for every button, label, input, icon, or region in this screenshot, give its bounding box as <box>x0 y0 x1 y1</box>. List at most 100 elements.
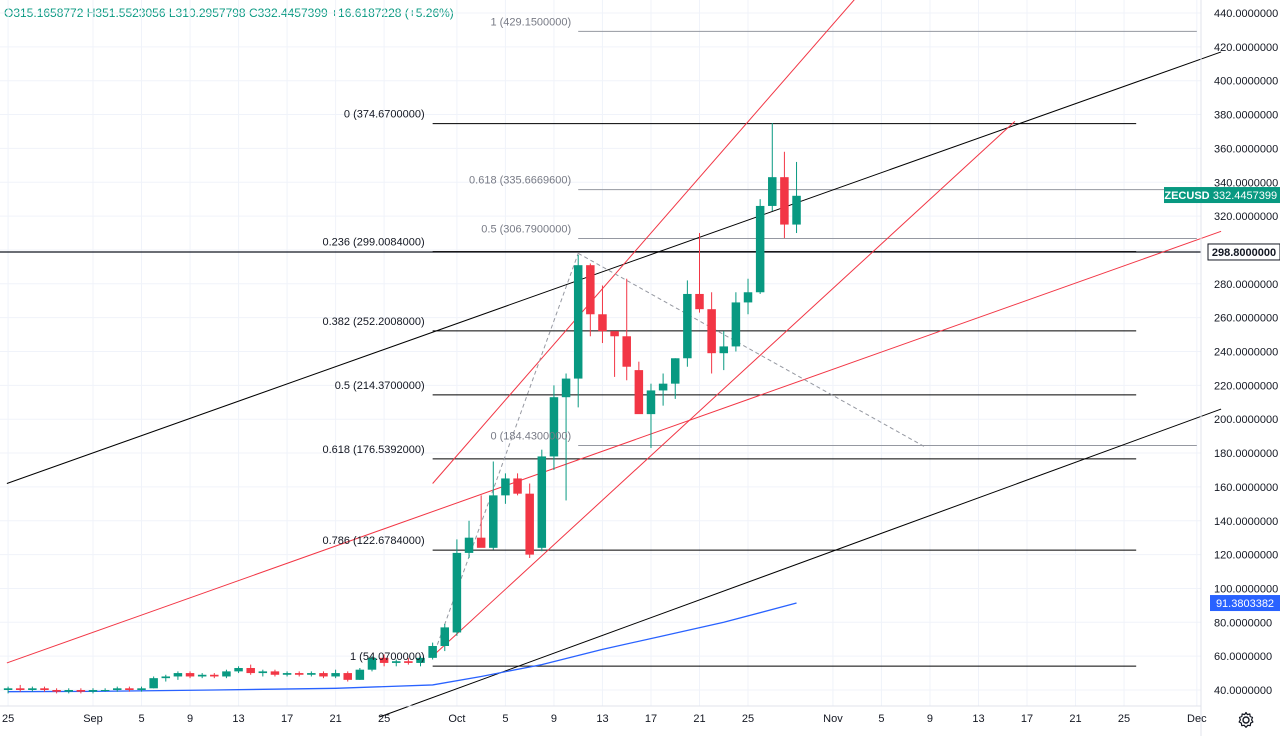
candle-body <box>731 302 741 347</box>
x-tick-label: 21 <box>693 713 705 725</box>
candle-body <box>428 645 437 658</box>
candle-body <box>52 690 61 692</box>
grid <box>0 0 1201 706</box>
candle-body <box>464 537 474 553</box>
candle-body <box>586 265 595 315</box>
candle-body <box>792 195 801 225</box>
y-tick-label: 200.0000000 <box>1214 414 1278 426</box>
candle-body <box>88 690 98 692</box>
symbol-badge-label: ZECUSD <box>1164 190 1209 202</box>
candle-body <box>670 358 680 384</box>
candle-body <box>64 690 73 692</box>
x-tick-label: 17 <box>281 713 293 725</box>
candle-body <box>489 495 498 548</box>
x-tick-label: 5 <box>138 713 144 725</box>
trend-line <box>432 120 1016 657</box>
y-tick-label: 120.0000000 <box>1214 550 1278 562</box>
x-tick-label: 21 <box>1069 713 1081 725</box>
y-tick-label: 440.0000000 <box>1214 8 1278 20</box>
x-tick-label: Oct <box>448 713 465 725</box>
candle-body <box>210 674 219 677</box>
candle-body <box>537 456 547 548</box>
x-tick-label: 17 <box>1021 713 1033 725</box>
moving-average-line <box>8 602 797 693</box>
candle-body <box>355 669 365 680</box>
y-tick-label: 320.0000000 <box>1214 211 1278 223</box>
candle-body <box>15 688 25 690</box>
ma-badge-label: 91.3803382 <box>1216 598 1274 610</box>
settings-gear-icon[interactable] <box>1236 710 1256 730</box>
trend-line <box>432 0 855 484</box>
candle-body <box>658 383 668 391</box>
candle-body <box>634 370 644 415</box>
price-badges-layer: ZECUSD 332.4457399 298.8000000 91.3803382 <box>1164 187 1280 612</box>
candle-body <box>549 397 559 457</box>
x-tick-label: 25 <box>2 713 14 725</box>
trend-line <box>6 230 1222 664</box>
candle-body <box>234 667 243 672</box>
horizontal-line-badge <box>1207 243 1280 261</box>
x-tick-label: 17 <box>645 713 657 725</box>
last-price-badge <box>1210 187 1280 204</box>
x-tick-label: Nov <box>823 713 843 725</box>
candle-body <box>149 678 158 689</box>
trend-line <box>379 408 1222 718</box>
y-tick-label: 340.0000000 <box>1214 177 1278 189</box>
candle-body <box>610 331 619 337</box>
y-tick-label: 420.0000000 <box>1214 42 1278 54</box>
candle-body <box>755 205 765 293</box>
x-tick-label: 13 <box>596 713 608 725</box>
candle-body <box>282 673 292 675</box>
candle-body <box>40 688 49 690</box>
fib-level-label: 0.382 (252.2008000) <box>322 316 424 328</box>
fib-level-label: 0 (374.6700000) <box>344 109 425 121</box>
candle-body <box>125 688 134 690</box>
candle-body <box>294 673 304 675</box>
fib-labels-layer: 0 (374.6700000) 0.236 (299.0084000) 0.382 … <box>322 16 571 663</box>
candle-body <box>76 690 86 692</box>
candle-body <box>258 671 268 674</box>
candle-body <box>185 673 195 677</box>
x-tick-label: 21 <box>329 713 341 725</box>
candle-body <box>379 657 389 663</box>
y-tick-label: 60.0000000 <box>1214 651 1272 663</box>
x-tick-label: 5 <box>502 713 508 725</box>
x-tick-label: Sep <box>83 713 103 725</box>
x-tick-label: 13 <box>972 713 984 725</box>
candle-body <box>3 688 13 690</box>
candle-body <box>197 674 207 677</box>
fib-gray-level-label: 0.618 (335.6669600) <box>469 175 571 187</box>
fib-gray-level-label: 0 (184.4300000) <box>490 431 571 443</box>
y-tick-label: 360.0000000 <box>1214 143 1278 155</box>
candle-body <box>719 346 729 354</box>
candle-body <box>137 688 146 690</box>
candle-body <box>743 292 753 303</box>
candle-body <box>161 676 171 679</box>
fib-level-label: 0.618 (176.5392000) <box>322 444 424 456</box>
horizontal-line-badge-label: 298.8000000 <box>1212 247 1276 259</box>
x-tick-label: 9 <box>927 713 933 725</box>
y-tick-label: 80.0000000 <box>1214 617 1272 629</box>
y-tick-label: 220.0000000 <box>1214 380 1278 392</box>
trend-line <box>6 51 1222 484</box>
trend-line <box>577 252 925 447</box>
x-tick-label: 13 <box>232 713 244 725</box>
candle-body <box>513 478 522 494</box>
y-tick-label: 240.0000000 <box>1214 347 1278 359</box>
y-tick-label: 260.0000000 <box>1214 313 1278 325</box>
drawings-layer <box>0 0 1222 718</box>
candle-body <box>113 688 122 690</box>
fib-level-label: 0.236 (299.0084000) <box>322 237 424 249</box>
candle-body <box>222 671 231 677</box>
candle-body <box>525 493 534 555</box>
candle-body <box>246 667 255 674</box>
candle-body <box>331 673 340 677</box>
y-tick-label: 40.0000000 <box>1214 685 1272 697</box>
candle-body <box>768 177 777 206</box>
x-tick-label: 5 <box>878 713 884 725</box>
fib-gray-level-label: 0.5 (306.7900000) <box>481 223 571 235</box>
candle-body <box>28 688 37 690</box>
candle-body <box>476 537 486 548</box>
